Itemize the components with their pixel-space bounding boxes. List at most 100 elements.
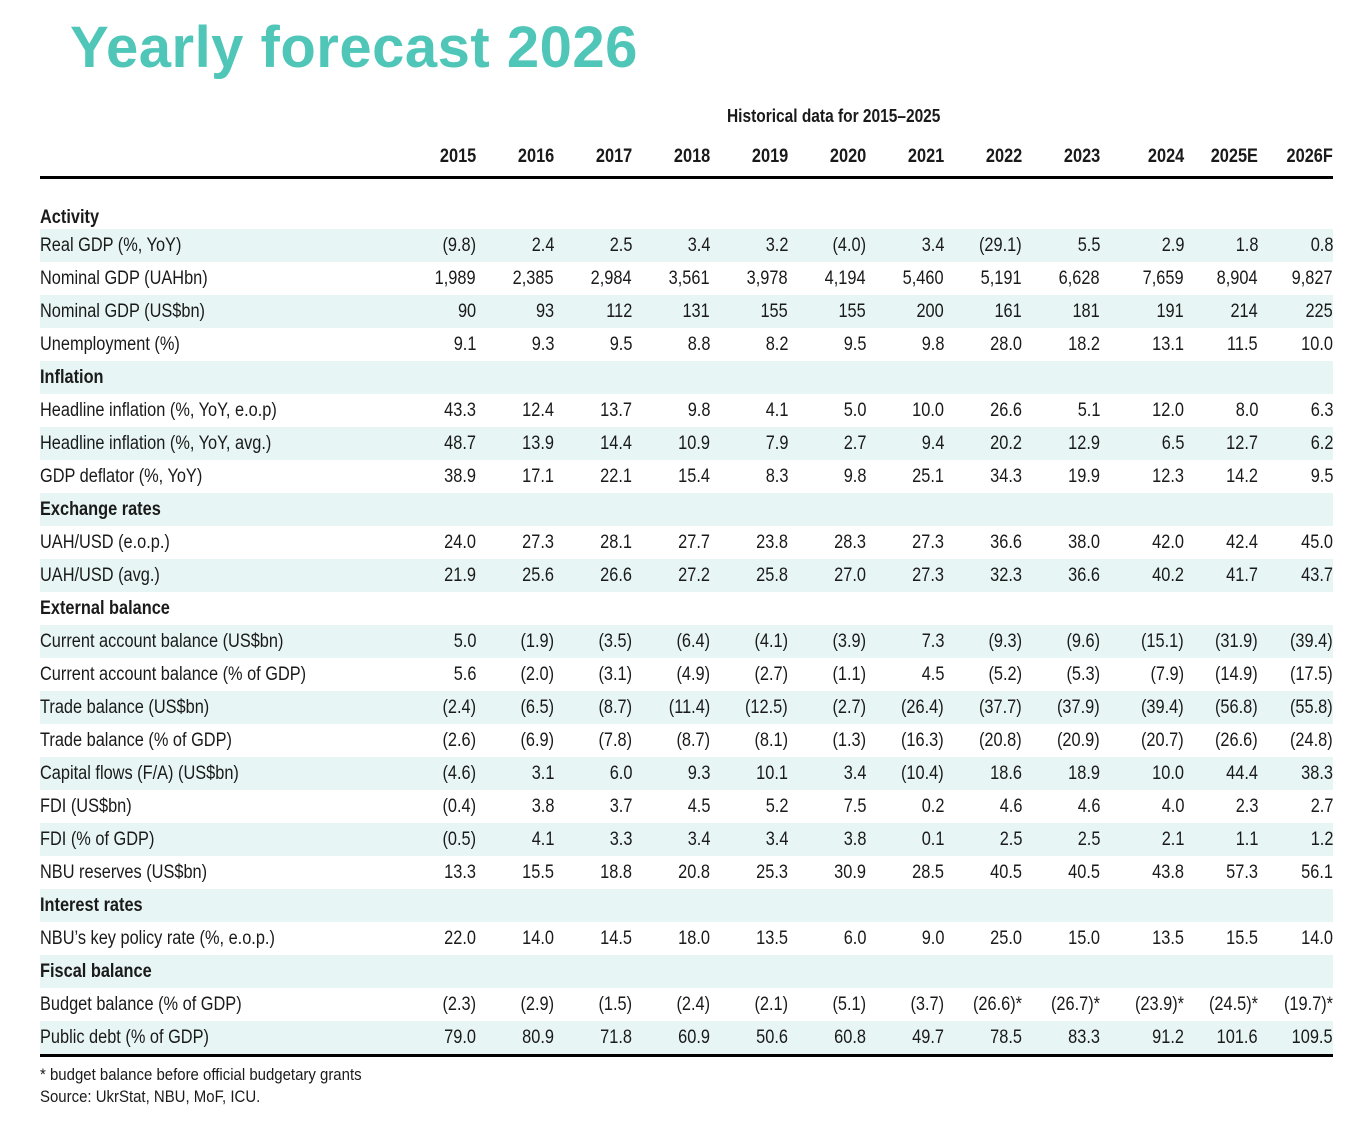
cell-value: 9.4 xyxy=(921,432,944,454)
row-label-text: NBU reserves (US$bn) xyxy=(40,861,208,883)
column-header-label: 2018 xyxy=(673,146,710,167)
cell-2019: (2.7) xyxy=(710,658,788,691)
cell-value: 15.5 xyxy=(522,861,554,883)
column-header-label: 2022 xyxy=(985,146,1022,167)
cell-2020: 28.3 xyxy=(788,526,866,559)
cell-value: 7,659 xyxy=(1143,267,1184,289)
cell-2016: 2.4 xyxy=(476,229,554,262)
cell-value: 9.5 xyxy=(1310,465,1333,487)
cell-2023: 181 xyxy=(1022,295,1100,328)
cell-value: 25.6 xyxy=(522,564,554,586)
cell-2025e: 11.5 xyxy=(1184,328,1258,361)
cell-value: (4.1) xyxy=(754,630,788,652)
cell-value: 17.1 xyxy=(522,465,554,487)
cell-value: 41.7 xyxy=(1226,564,1258,586)
cell-2015: 79.0 xyxy=(398,1021,476,1057)
cell-2017: 112 xyxy=(554,295,632,328)
cell-value: 27.3 xyxy=(912,564,944,586)
cell-value: 48.7 xyxy=(444,432,476,454)
cell-value: 5.0 xyxy=(453,630,476,652)
cell-2015: 38.9 xyxy=(398,460,476,493)
cell-value: 83.3 xyxy=(1068,1026,1100,1048)
cell-value: (3.9) xyxy=(832,630,866,652)
cell-2019: (4.1) xyxy=(710,625,788,658)
cell-value: 161 xyxy=(994,300,1022,322)
cell-2015: (4.6) xyxy=(398,757,476,790)
table-row: NBU reserves (US$bn) 13.3 15.5 18.8 20.8 25.3… xyxy=(40,856,1333,889)
cell-2021: 4.5 xyxy=(866,658,944,691)
cell-2022: 32.3 xyxy=(944,559,1022,592)
cell-2023: (9.6) xyxy=(1022,625,1100,658)
cell-2017: 2.5 xyxy=(554,229,632,262)
cell-2019: (8.1) xyxy=(710,724,788,757)
cell-value: 6.0 xyxy=(609,762,632,784)
cell-2026f: 14.0 xyxy=(1258,922,1333,955)
cell-value: (26.4) xyxy=(901,696,944,718)
cell-value: (31.9) xyxy=(1215,630,1258,652)
header-label-cell xyxy=(40,138,398,179)
cell-value: 131 xyxy=(682,300,710,322)
cell-value: 9.5 xyxy=(609,333,632,355)
cell-value: 7.9 xyxy=(765,432,788,454)
cell-value: 27.2 xyxy=(678,564,710,586)
header-row: 2015 2016 2017 2018 2019 2020 2021 2022 2023 2024… xyxy=(40,138,1333,179)
column-header-2019: 2019 xyxy=(710,138,788,179)
column-header-label: 2019 xyxy=(751,146,788,167)
cell-2022: (5.2) xyxy=(944,658,1022,691)
cell-2021: 49.7 xyxy=(866,1021,944,1057)
cell-value: 3.3 xyxy=(609,828,632,850)
cell-2026f: 109.5 xyxy=(1258,1021,1333,1057)
cell-2020: (4.0) xyxy=(788,229,866,262)
cell-value: (2.1) xyxy=(754,993,788,1015)
cell-2017: 6.0 xyxy=(554,757,632,790)
cell-2020: (5.1) xyxy=(788,988,866,1021)
cell-value: 181 xyxy=(1072,300,1100,322)
cell-2020: (3.9) xyxy=(788,625,866,658)
cell-2018: (11.4) xyxy=(632,691,710,724)
row-label-text: Nominal GDP (US$bn) xyxy=(40,300,205,322)
cell-2026f: 6.3 xyxy=(1258,394,1333,427)
cell-2020: 3.4 xyxy=(788,757,866,790)
row-label-text: Public debt (% of GDP) xyxy=(40,1026,209,1048)
cell-value: 5.1 xyxy=(1077,399,1100,421)
cell-2019: (2.1) xyxy=(710,988,788,1021)
cell-value: 20.8 xyxy=(678,861,710,883)
cell-2022: 36.6 xyxy=(944,526,1022,559)
cell-value: 4.5 xyxy=(687,795,710,817)
cell-value: 2.9 xyxy=(1161,234,1184,256)
cell-value: 18.2 xyxy=(1068,333,1100,355)
cell-value: 42.0 xyxy=(1152,531,1184,553)
cell-2026f: 1.2 xyxy=(1258,823,1333,856)
cell-value: (5.3) xyxy=(1066,663,1100,685)
cell-value: (3.7) xyxy=(910,993,944,1015)
cell-value: 3.4 xyxy=(921,234,944,256)
cell-2022: 20.2 xyxy=(944,427,1022,460)
cell-2021: 9.0 xyxy=(866,922,944,955)
cell-value: 34.3 xyxy=(990,465,1022,487)
row-label: Current account balance (US$bn) xyxy=(40,625,398,658)
cell-value: (19.7)* xyxy=(1283,993,1333,1015)
cell-value: 8.0 xyxy=(1235,399,1258,421)
cell-2019: 7.9 xyxy=(710,427,788,460)
cell-value: 14.4 xyxy=(600,432,632,454)
cell-2025e: (56.8) xyxy=(1184,691,1258,724)
cell-value: (2.7) xyxy=(832,696,866,718)
cell-2021: (3.7) xyxy=(866,988,944,1021)
cell-value: 27.3 xyxy=(912,531,944,553)
cell-2022: 18.6 xyxy=(944,757,1022,790)
cell-2017: 71.8 xyxy=(554,1021,632,1057)
cell-value: 2.5 xyxy=(1077,828,1100,850)
cell-2023: 83.3 xyxy=(1022,1021,1100,1057)
cell-2016: 80.9 xyxy=(476,1021,554,1057)
row-label: NBU’s key policy rate (%, e.o.p.) xyxy=(40,922,398,955)
cell-2018: (8.7) xyxy=(632,724,710,757)
cell-2015: 43.3 xyxy=(398,394,476,427)
cell-value: 2,984 xyxy=(591,267,632,289)
cell-value: 11.5 xyxy=(1227,333,1258,355)
cell-value: 28.5 xyxy=(912,861,944,883)
historical-data-label: Historical data for 2015–2025 xyxy=(727,106,941,126)
cell-2018: 15.4 xyxy=(632,460,710,493)
cell-2017: 22.1 xyxy=(554,460,632,493)
cell-value: 22.0 xyxy=(444,927,476,949)
row-label: UAH/USD (avg.) xyxy=(40,559,398,592)
